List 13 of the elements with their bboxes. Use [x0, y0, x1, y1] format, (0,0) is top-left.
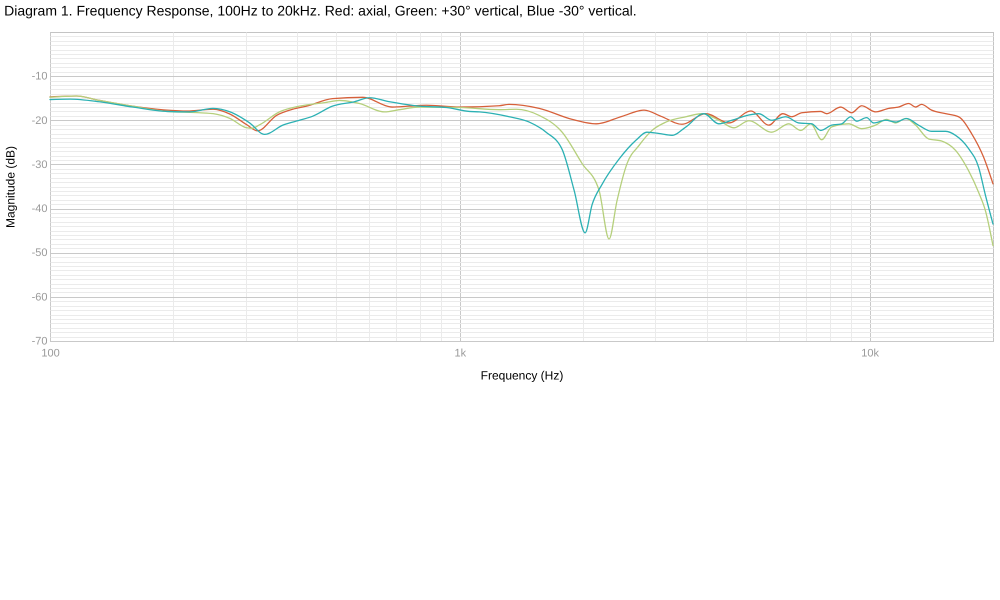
- y-tick-label: -70: [32, 336, 48, 348]
- y-axis-title: Magnitude (dB): [4, 146, 18, 228]
- y-tick-label: -20: [32, 114, 48, 127]
- y-tick-label: -50: [32, 247, 48, 260]
- x-tick-label: 10k: [861, 348, 880, 360]
- y-tick-label: -30: [32, 158, 48, 171]
- x-axis-title: Frequency (Hz): [480, 368, 564, 382]
- chart-title: Diagram 1. Frequency Response, 100Hz to 20kHz. Red: axial, Green: +30° vertical, Blue -30° vertical.: [4, 2, 637, 18]
- y-tick-label: -40: [32, 203, 48, 216]
- y-tick-label: -10: [32, 70, 48, 83]
- x-tick-label: 100: [41, 348, 60, 360]
- x-tick-label: 1k: [454, 348, 467, 360]
- y-tick-label: -60: [32, 291, 48, 304]
